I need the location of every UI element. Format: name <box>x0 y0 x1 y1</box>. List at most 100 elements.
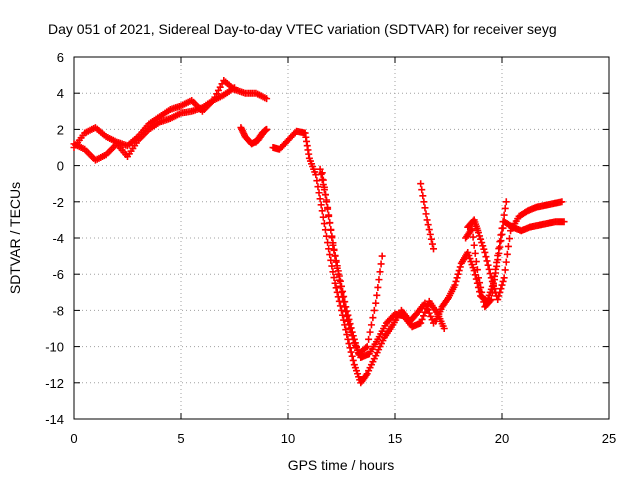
data-point <box>498 281 506 289</box>
data-point <box>478 288 486 296</box>
x-tick-label: 20 <box>495 431 509 446</box>
data-point <box>473 266 481 274</box>
data-point <box>329 268 337 276</box>
data-point <box>319 181 327 189</box>
y-tick-label: 0 <box>57 159 64 174</box>
y-tick-label: 6 <box>57 50 64 65</box>
data-point <box>498 230 506 238</box>
data-point <box>323 196 331 204</box>
data-point <box>499 224 507 232</box>
data-point <box>502 198 510 206</box>
data-point <box>427 235 435 243</box>
data-point <box>558 198 566 206</box>
data-point <box>428 240 436 248</box>
data-point <box>427 312 435 320</box>
data-point <box>374 283 382 291</box>
data-point <box>504 242 512 250</box>
data-point <box>329 241 337 249</box>
series-late-lower <box>462 218 568 311</box>
data-point <box>330 246 338 254</box>
data-point <box>252 138 260 146</box>
data-point <box>324 204 332 212</box>
data-point <box>253 137 261 145</box>
data-point <box>495 292 503 300</box>
data-point <box>483 257 491 265</box>
data-point <box>377 260 385 268</box>
data-point <box>424 221 432 229</box>
data-point <box>421 204 429 212</box>
data-point <box>343 307 351 315</box>
data-point <box>423 216 431 224</box>
data-point <box>313 177 321 185</box>
data-point <box>501 266 509 274</box>
data-point <box>331 251 339 259</box>
data-point <box>505 235 513 243</box>
data-point <box>494 296 502 304</box>
data-point <box>500 274 508 282</box>
data-point <box>326 251 334 259</box>
data-point <box>348 328 356 336</box>
data-point <box>352 343 360 351</box>
data-point <box>421 308 429 316</box>
data-point <box>488 289 496 297</box>
data-point <box>472 258 480 266</box>
data-point <box>373 291 381 299</box>
data-point <box>417 319 425 327</box>
data-point <box>426 230 434 238</box>
data-point <box>418 186 426 194</box>
y-tick-label: -10 <box>45 340 64 355</box>
data-point <box>454 270 462 278</box>
data-point <box>476 232 484 240</box>
y-tick-label: -12 <box>45 376 64 391</box>
data-point <box>336 302 344 310</box>
data-point <box>485 265 493 273</box>
series-lower-trace <box>70 84 238 164</box>
y-tick-label: -8 <box>52 303 64 318</box>
y-tick-label: -6 <box>52 267 64 282</box>
data-point <box>502 258 510 266</box>
data-point <box>420 198 428 206</box>
y-tick-label: -4 <box>52 231 64 246</box>
data-point <box>372 299 380 307</box>
data-point <box>484 261 492 269</box>
data-point <box>340 293 348 301</box>
data-point <box>468 225 476 233</box>
data-point <box>471 249 479 257</box>
data-point <box>316 195 324 203</box>
data-point <box>495 249 503 257</box>
data-point <box>319 213 327 221</box>
y-axis-title: SDTVAR / TECUs <box>7 182 23 294</box>
data-point <box>478 239 486 247</box>
data-point <box>363 343 371 351</box>
data-point <box>418 315 426 323</box>
data-point <box>496 243 504 251</box>
data-point <box>362 344 370 352</box>
data-point <box>455 267 463 275</box>
data-point <box>231 84 238 92</box>
data-point <box>486 297 494 305</box>
data-point <box>332 257 340 265</box>
data-point <box>481 248 489 256</box>
chart-title: Day 051 of 2021, Sidereal Day-to-day VTE… <box>48 21 557 37</box>
data-point <box>344 311 352 319</box>
x-tick-label: 0 <box>70 431 77 446</box>
data-point <box>452 277 460 285</box>
data-point <box>428 316 436 324</box>
data-point <box>347 348 355 356</box>
data-point <box>496 288 504 296</box>
data-point <box>325 211 333 219</box>
series-night-upper <box>316 165 386 358</box>
data-point <box>317 170 325 178</box>
data-point <box>330 274 338 282</box>
data-point <box>349 356 357 364</box>
data-point <box>347 324 355 332</box>
data-point <box>493 262 501 270</box>
data-point <box>342 326 350 334</box>
x-tick-label: 25 <box>602 431 616 446</box>
data-point <box>470 241 478 249</box>
data-point <box>494 256 502 264</box>
data-point <box>480 245 488 253</box>
data-point <box>375 276 383 284</box>
